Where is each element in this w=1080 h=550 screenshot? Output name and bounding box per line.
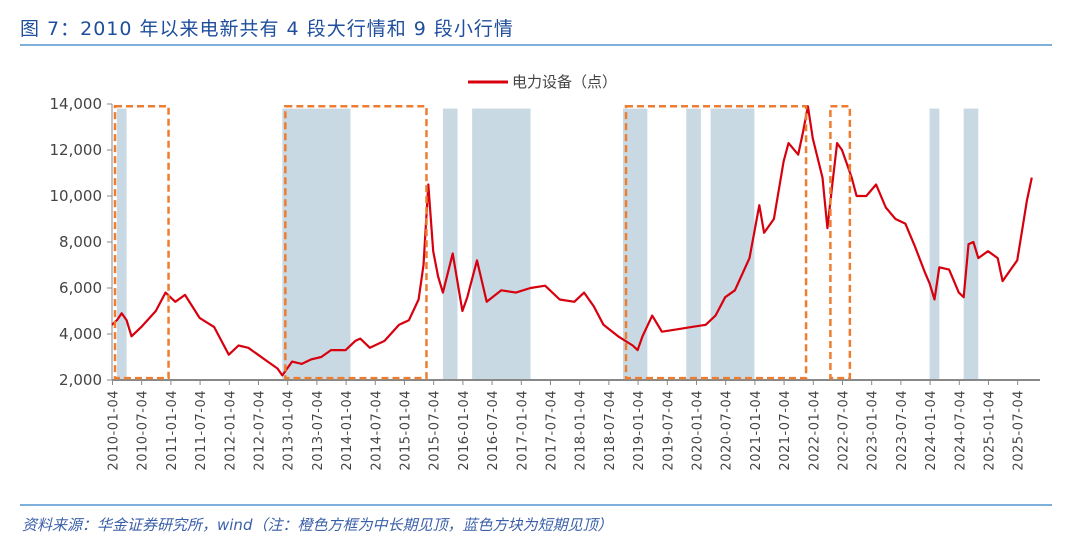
y-tick-label: 6,000 — [59, 279, 102, 297]
footer-divider — [20, 504, 1052, 506]
y-tick-label: 8,000 — [59, 233, 102, 251]
series-line-电力设备 — [111, 105, 1033, 377]
title-divider — [20, 44, 1052, 46]
x-tick-label: 2024-01-04 — [924, 390, 939, 471]
x-tick-label: 2022-07-04 — [836, 390, 851, 471]
x-tick-label: 2021-07-04 — [778, 390, 793, 471]
x-tick-label: 2021-01-04 — [749, 390, 764, 471]
legend-label: 电力设备（点） — [512, 73, 617, 91]
short-term-peak-block — [710, 108, 755, 380]
x-tick-label: 2015-07-04 — [428, 390, 443, 471]
y-tick-label: 14,000 — [50, 95, 103, 113]
y-tick-label: 12,000 — [50, 141, 103, 159]
x-tick-label: 2019-07-04 — [661, 390, 676, 471]
short-term-peak-block — [116, 108, 127, 380]
x-tick-label: 2014-01-04 — [340, 390, 355, 471]
y-tick-label: 10,000 — [50, 187, 103, 205]
long-term-peak-box — [829, 105, 852, 380]
x-tick-label: 2024-07-04 — [953, 390, 968, 471]
short-term-peak-block — [442, 108, 458, 380]
y-tick-label: 2,000 — [59, 371, 102, 389]
long-term-peak-box — [284, 105, 428, 380]
x-tick-label: 2011-01-04 — [165, 390, 180, 471]
x-tick-label: 2016-01-04 — [457, 390, 472, 471]
short-term-peak-block — [686, 108, 701, 380]
x-tick-label: 2012-07-04 — [252, 390, 267, 471]
x-tick-label: 2016-07-04 — [486, 390, 501, 471]
x-tick-label: 2020-01-04 — [690, 390, 705, 471]
x-tick-label: 2011-07-04 — [194, 390, 209, 471]
x-tick-label: 2019-01-04 — [632, 390, 647, 471]
y-tick-label: 4,000 — [59, 325, 102, 343]
x-tick-label: 2013-01-04 — [282, 390, 297, 471]
x-tick-label: 2010-07-04 — [136, 390, 151, 471]
x-tick-label: 2025-07-04 — [1012, 390, 1027, 471]
x-tick-label: 2018-07-04 — [603, 390, 618, 471]
source-note: 资料来源：华金证券研究所，wind（注：橙色方框为中长期见顶，蓝色方块为短期见顶… — [22, 516, 613, 534]
x-tick-label: 2013-07-04 — [311, 390, 326, 471]
x-tick-label: 2025-01-04 — [982, 390, 997, 471]
x-tick-label: 2012-01-04 — [223, 390, 238, 471]
chart-title: 图 7：2010 年以来电新共有 4 段大行情和 9 段小行情 — [20, 18, 514, 40]
short-term-peak-block — [929, 108, 940, 380]
x-tick-label: 2018-01-04 — [574, 390, 589, 471]
x-tick-label: 2017-07-04 — [544, 390, 559, 471]
short-term-peak-block — [472, 108, 531, 380]
x-tick-label: 2023-07-04 — [895, 390, 910, 471]
short-term-peak-block — [282, 108, 351, 380]
x-tick-label: 2017-01-04 — [515, 390, 530, 471]
long-term-peak-box — [113, 105, 170, 380]
x-tick-label: 2020-07-04 — [720, 390, 735, 471]
x-tick-label: 2023-01-04 — [866, 390, 881, 471]
x-tick-label: 2014-07-04 — [369, 390, 384, 471]
x-tick-label: 2015-01-04 — [398, 390, 413, 471]
x-tick-label: 2022-01-04 — [807, 390, 822, 471]
long-term-peak-box — [624, 105, 808, 380]
x-tick-label: 2010-01-04 — [106, 390, 121, 471]
